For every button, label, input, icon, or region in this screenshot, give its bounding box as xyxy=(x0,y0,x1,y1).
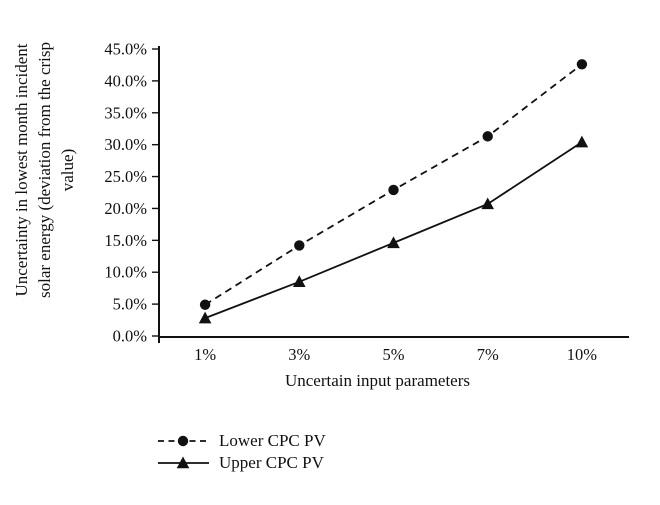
x-tick-label: 10% xyxy=(567,345,598,364)
y-tick-label: 0.0% xyxy=(113,327,148,346)
marker-circle xyxy=(388,184,399,196)
series-line-0 xyxy=(204,63,583,306)
marker-triangle xyxy=(481,197,494,210)
marker-circle xyxy=(482,131,493,142)
y-tick-label: 5.0% xyxy=(113,295,148,314)
y-tick-label: 20.0% xyxy=(104,199,147,218)
legend-row-upper: Upper CPC PV xyxy=(157,452,326,474)
plot-area: 0.0% 5.0% 10.0% 15.0% 20.0% 25.0% 30.0% 35.0% 40… xyxy=(104,40,629,364)
x-tick-label: 5% xyxy=(383,345,405,364)
legend-marker-circle xyxy=(177,435,189,447)
legend-sample-lower-icon xyxy=(158,435,209,447)
x-tick-label: 1% xyxy=(194,345,216,364)
marker-triangle xyxy=(575,135,589,148)
marker-triangle xyxy=(198,311,212,324)
legend-sample-upper-icon xyxy=(158,456,209,469)
y-tick-label: 15.0% xyxy=(104,231,147,250)
series-line-1 xyxy=(204,141,583,319)
y-tick-label: 30.0% xyxy=(104,135,147,154)
y-tick-label: 10.0% xyxy=(104,263,147,282)
marker-triangle xyxy=(387,236,400,249)
marker-circle xyxy=(294,240,305,251)
legend-marker-triangle xyxy=(176,456,190,469)
y-tick-label: 40.0% xyxy=(104,71,147,90)
x-tick-label: 7% xyxy=(477,345,499,364)
x-axis-title: Uncertain input parameters xyxy=(284,371,471,390)
y-tick-label: 45.0% xyxy=(104,40,147,59)
legend-label-upper: Upper CPC PV xyxy=(219,453,324,472)
y-tick-label: 25.0% xyxy=(104,167,147,186)
marker-circle xyxy=(576,59,588,70)
y-tick-label: 35.0% xyxy=(104,103,147,122)
x-tick-label: 3% xyxy=(288,345,310,364)
marker-triangle xyxy=(293,275,306,287)
marker-circle xyxy=(199,299,211,310)
legend-label-lower: Lower CPC PV xyxy=(219,431,326,450)
legend-row-lower: Lower CPC PV xyxy=(157,430,326,452)
legend: Lower CPC PV Upper CPC PV xyxy=(157,430,326,474)
